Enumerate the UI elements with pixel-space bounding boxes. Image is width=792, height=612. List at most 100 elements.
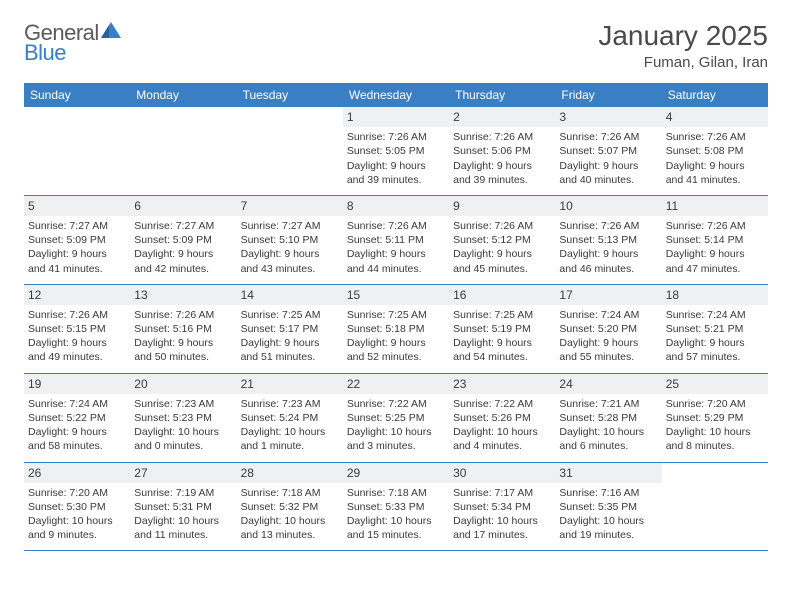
week-row: 12 Sunrise: 7:26 AMSunset: 5:15 PMDayligh… [24,284,768,373]
day-number: 19 [24,374,130,394]
day-number: 17 [555,285,661,305]
dow-sunday: Sunday [24,83,130,107]
day-info: Sunrise: 7:22 AMSunset: 5:26 PMDaylight:… [453,397,551,454]
day-number: 22 [343,374,449,394]
day-number: 1 [343,107,449,127]
day-number: 12 [24,285,130,305]
logo-text-2: Blue [24,40,66,66]
day-number: 27 [130,463,236,483]
day-2: 2 Sunrise: 7:26 AMSunset: 5:06 PMDaylight… [449,107,555,195]
day-info: Sunrise: 7:26 AMSunset: 5:07 PMDaylight:… [559,130,657,187]
day-empty [662,462,768,551]
day-25: 25 Sunrise: 7:20 AMSunset: 5:29 PMDayligh… [662,373,768,462]
week-row: 26 Sunrise: 7:20 AMSunset: 5:30 PMDayligh… [24,462,768,551]
day-info: Sunrise: 7:23 AMSunset: 5:24 PMDaylight:… [241,397,339,454]
day-9: 9Sunrise: 7:26 AMSunset: 5:12 PMDaylight… [449,195,555,284]
week-row: 19 Sunrise: 7:24 AMSunset: 5:22 PMDayligh… [24,373,768,462]
day-info: Sunrise: 7:24 AMSunset: 5:20 PMDaylight:… [559,308,657,365]
dow-tuesday: Tuesday [237,83,343,107]
day-24: 24Sunrise: 7:21 AMSunset: 5:28 PMDayligh… [555,373,661,462]
day-number: 4 [662,107,768,127]
day-29: 29 Sunrise: 7:18 AMSunset: 5:33 PMDayligh… [343,462,449,551]
day-number: 24 [555,374,661,394]
day-number: 8 [343,196,449,216]
day-number: 5 [24,196,130,216]
day-info: Sunrise: 7:27 AMSunset: 5:09 PMDaylight:… [134,219,232,276]
day-number: 14 [237,285,343,305]
day-info: Sunrise: 7:19 AMSunset: 5:31 PMDaylight:… [134,486,232,543]
calendar-table: SundayMondayTuesdayWednesdayThursdayFrid… [24,83,768,551]
day-info: Sunrise: 7:20 AMSunset: 5:30 PMDaylight:… [28,486,126,543]
day-empty [24,107,130,195]
day-7: 7 Sunrise: 7:27 AMSunset: 5:10 PMDaylight… [237,195,343,284]
dow-friday: Friday [555,83,661,107]
day-info: Sunrise: 7:24 AMSunset: 5:22 PMDaylight:… [28,397,126,454]
day-info: Sunrise: 7:26 AMSunset: 5:15 PMDaylight:… [28,308,126,365]
dow-monday: Monday [130,83,236,107]
week-row: 1 Sunrise: 7:26 AMSunset: 5:05 PMDaylight… [24,107,768,195]
day-info: Sunrise: 7:20 AMSunset: 5:29 PMDaylight:… [666,397,764,454]
day-info: Sunrise: 7:26 AMSunset: 5:08 PMDaylight:… [666,130,764,187]
day-20: 20Sunrise: 7:23 AMSunset: 5:23 PMDayligh… [130,373,236,462]
day-info: Sunrise: 7:17 AMSunset: 5:34 PMDaylight:… [453,486,551,543]
day-number: 31 [555,463,661,483]
day-info: Sunrise: 7:18 AMSunset: 5:32 PMDaylight:… [241,486,339,543]
day-info: Sunrise: 7:26 AMSunset: 5:06 PMDaylight:… [453,130,551,187]
day-empty [237,107,343,195]
day-info: Sunrise: 7:24 AMSunset: 5:21 PMDaylight:… [666,308,764,365]
header: General January 2025 Fuman, Gilan, Iran [24,20,768,71]
day-info: Sunrise: 7:25 AMSunset: 5:18 PMDaylight:… [347,308,445,365]
week-row: 5Sunrise: 7:27 AMSunset: 5:09 PMDaylight… [24,195,768,284]
day-info: Sunrise: 7:26 AMSunset: 5:13 PMDaylight:… [559,219,657,276]
day-11: 11 Sunrise: 7:26 AMSunset: 5:14 PMDayligh… [662,195,768,284]
day-number: 28 [237,463,343,483]
day-15: 15 Sunrise: 7:25 AMSunset: 5:18 PMDayligh… [343,284,449,373]
month-title: January 2025 [598,20,768,52]
day-22: 22Sunrise: 7:22 AMSunset: 5:25 PMDayligh… [343,373,449,462]
day-8: 8 Sunrise: 7:26 AMSunset: 5:11 PMDaylight… [343,195,449,284]
title-block: January 2025 Fuman, Gilan, Iran [598,20,768,71]
day-4: 4 Sunrise: 7:26 AMSunset: 5:08 PMDaylight… [662,107,768,195]
day-empty [130,107,236,195]
location: Fuman, Gilan, Iran [598,54,768,71]
calendar-page: General January 2025 Fuman, Gilan, Iran … [0,0,792,551]
day-info: Sunrise: 7:16 AMSunset: 5:35 PMDaylight:… [559,486,657,543]
day-number: 7 [237,196,343,216]
dow-thursday: Thursday [449,83,555,107]
calendar-body: 1 Sunrise: 7:26 AMSunset: 5:05 PMDaylight… [24,107,768,551]
day-12: 12 Sunrise: 7:26 AMSunset: 5:15 PMDayligh… [24,284,130,373]
dow-saturday: Saturday [662,83,768,107]
dow-wednesday: Wednesday [343,83,449,107]
day-info: Sunrise: 7:27 AMSunset: 5:10 PMDaylight:… [241,219,339,276]
day-number: 11 [662,196,768,216]
day-info: Sunrise: 7:23 AMSunset: 5:23 PMDaylight:… [134,397,232,454]
day-number: 26 [24,463,130,483]
day-14: 14 Sunrise: 7:25 AMSunset: 5:17 PMDayligh… [237,284,343,373]
day-number: 30 [449,463,555,483]
day-info: Sunrise: 7:26 AMSunset: 5:05 PMDaylight:… [347,130,445,187]
day-18: 18 Sunrise: 7:24 AMSunset: 5:21 PMDayligh… [662,284,768,373]
day-info: Sunrise: 7:26 AMSunset: 5:11 PMDaylight:… [347,219,445,276]
day-6: 6Sunrise: 7:27 AMSunset: 5:09 PMDaylight… [130,195,236,284]
day-31: 31 Sunrise: 7:16 AMSunset: 5:35 PMDayligh… [555,462,661,551]
day-number: 25 [662,374,768,394]
day-info: Sunrise: 7:25 AMSunset: 5:17 PMDaylight:… [241,308,339,365]
day-info: Sunrise: 7:18 AMSunset: 5:33 PMDaylight:… [347,486,445,543]
day-21: 21 Sunrise: 7:23 AMSunset: 5:24 PMDayligh… [237,373,343,462]
day-number: 18 [662,285,768,305]
day-5: 5Sunrise: 7:27 AMSunset: 5:09 PMDaylight… [24,195,130,284]
day-23: 23 Sunrise: 7:22 AMSunset: 5:26 PMDayligh… [449,373,555,462]
day-number: 9 [449,196,555,216]
day-number: 15 [343,285,449,305]
day-number: 23 [449,374,555,394]
logo-triangle-icon [101,18,121,44]
day-27: 27 Sunrise: 7:19 AMSunset: 5:31 PMDayligh… [130,462,236,551]
day-number: 21 [237,374,343,394]
day-number: 29 [343,463,449,483]
day-number: 2 [449,107,555,127]
day-info: Sunrise: 7:26 AMSunset: 5:16 PMDaylight:… [134,308,232,365]
day-number: 16 [449,285,555,305]
day-info: Sunrise: 7:26 AMSunset: 5:14 PMDaylight:… [666,219,764,276]
day-number: 3 [555,107,661,127]
day-3: 3 Sunrise: 7:26 AMSunset: 5:07 PMDaylight… [555,107,661,195]
